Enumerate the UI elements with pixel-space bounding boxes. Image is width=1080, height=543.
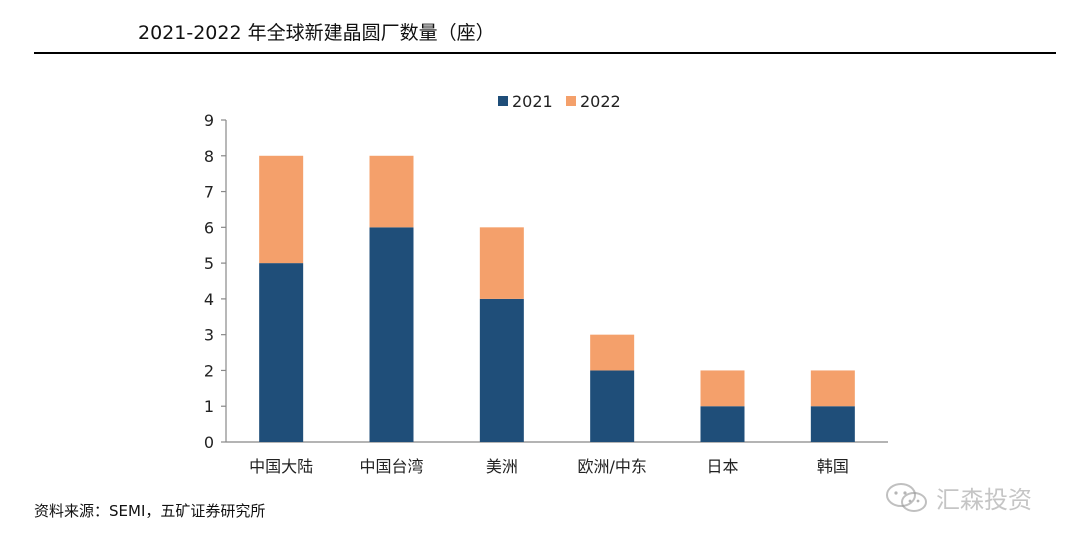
- x-tick-label: 日本: [706, 457, 738, 476]
- bar-2022-3: [590, 334, 635, 371]
- page-title: 2021-2022 年全球新建晶圆厂数量（座）: [138, 22, 495, 44]
- title-divider: [34, 52, 1056, 54]
- bar-2022-5: [810, 370, 855, 407]
- legend-swatch-2021: [498, 96, 508, 106]
- bar-2021-1: [369, 227, 414, 442]
- bar-2022-2: [479, 227, 524, 299]
- y-tick-label: 8: [204, 147, 214, 166]
- bar-2022-0: [259, 155, 304, 264]
- x-tick-label: 中国台湾: [359, 457, 423, 476]
- x-tick-label: 韩国: [817, 457, 849, 476]
- y-tick-label: 2: [204, 361, 214, 380]
- watermark: 汇森投资: [884, 480, 1032, 515]
- bar-2021-5: [810, 406, 855, 442]
- y-tick-label: 9: [204, 111, 214, 130]
- bar-2022-1: [369, 155, 414, 228]
- watermark-text: 汇森投资: [936, 486, 1032, 514]
- source-note: 资料来源：SEMI，五矿证券研究所: [34, 502, 266, 520]
- x-axis: 中国大陆 中国台湾 美洲 欧洲/中东 日本 韩国: [226, 441, 888, 476]
- x-tick-label: 中国大陆: [249, 457, 313, 476]
- bar-2021-0: [259, 263, 304, 442]
- y-tick-label: 6: [204, 218, 214, 237]
- y-axis: 0 1 2 3 4 5 6 7 8 9: [204, 111, 227, 452]
- bars: [259, 155, 855, 442]
- bar-2021-2: [479, 298, 524, 442]
- x-tick-label: 美洲: [486, 457, 518, 476]
- bar-2021-4: [700, 406, 745, 442]
- legend-label-2022: 2022: [580, 92, 621, 111]
- y-tick-label: 3: [204, 326, 214, 345]
- y-tick-label: 0: [204, 433, 214, 452]
- y-tick-label: 7: [204, 183, 214, 202]
- y-tick-label: 4: [204, 290, 214, 309]
- chart-legend: 2021 2022: [498, 92, 621, 111]
- wechat-icon: [886, 482, 927, 512]
- y-tick-label: 1: [204, 397, 214, 416]
- bar-2022-4: [700, 370, 745, 407]
- bar-2021-3: [590, 370, 635, 442]
- legend-swatch-2022: [566, 96, 576, 106]
- y-tick-label: 5: [204, 254, 214, 273]
- x-tick-label: 欧洲/中东: [577, 457, 646, 476]
- legend-label-2021: 2021: [512, 92, 553, 111]
